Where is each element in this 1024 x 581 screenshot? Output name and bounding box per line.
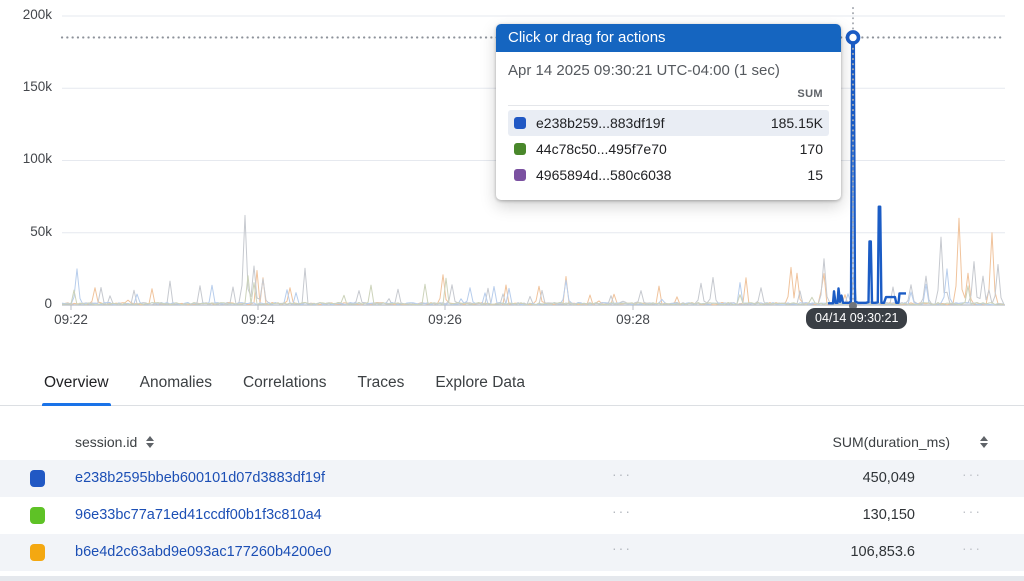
crosshair-time-badge: 04/14 09:30:21 (806, 308, 908, 329)
series-value: 15 (807, 167, 823, 183)
y-axis-tick-label: 0 (44, 296, 52, 311)
timeseries-chart[interactable]: 200k 150k 100k 50k 0 09:22 09:24 09:26 0… (0, 0, 1024, 345)
tooltip-series-row[interactable]: 4965894d...580c6038 15 (508, 162, 829, 188)
next-row-edge (0, 576, 1024, 581)
sum-duration-value: 450,049 (862, 470, 915, 486)
session-id-link[interactable]: e238b2595bbeb600101d07d3883df19f (75, 470, 325, 486)
sort-icon[interactable] (146, 436, 155, 448)
table-row: 96e33bc77a71ed41ccdf00b1f3c810a4 ··· 130… (0, 497, 1024, 534)
row-menu-icon[interactable]: ··· (962, 503, 982, 519)
table-row: e238b2595bbeb600101d07d3883df19f ··· 450… (0, 460, 1024, 497)
sort-icon[interactable] (980, 436, 988, 448)
x-axis-tick-label: 09:22 (54, 312, 88, 327)
x-axis-tick-label: 09:28 (616, 312, 650, 327)
y-axis-tick-label: 150k (22, 79, 52, 94)
row-menu-icon[interactable]: ··· (962, 466, 982, 482)
tooltip-series-row[interactable]: 44c78c50...495f7e70 170 (508, 136, 829, 162)
sum-duration-value: 106,853.6 (850, 544, 915, 560)
y-axis-tick-label: 50k (30, 224, 52, 239)
row-actions-icon[interactable]: ··· (612, 540, 632, 556)
tooltip-aggregation-label: SUM (508, 88, 829, 106)
session-id-link[interactable]: b6e4d2c63abd9e093ac177260b4200e0 (75, 544, 332, 560)
table-header: session.id SUM(duration_ms) (0, 427, 1024, 460)
series-color-swatch (514, 143, 526, 155)
row-actions-icon[interactable]: ··· (612, 466, 632, 482)
row-menu-icon[interactable]: ··· (962, 540, 982, 556)
x-axis-tick-label: 09:26 (428, 312, 462, 327)
series-color-swatch (30, 507, 45, 524)
series-color-swatch (30, 470, 45, 487)
tab-traces[interactable]: Traces (357, 374, 405, 391)
column-header-sum-duration: SUM(duration_ms) (832, 434, 950, 450)
sum-duration-value: 130,150 (862, 507, 915, 523)
series-value: 185.15K (770, 115, 823, 131)
column-header-session-id: session.id (75, 434, 138, 450)
table-row: b6e4d2c63abd9e093ac177260b4200e0 ··· 106… (0, 534, 1024, 571)
series-color-swatch (30, 544, 45, 561)
series-id: 4965894d...580c6038 (536, 167, 672, 183)
series-id: 44c78c50...495f7e70 (536, 141, 667, 157)
chart-tooltip: Click or drag for actions Apr 14 2025 09… (496, 24, 841, 200)
tab-anomalies[interactable]: Anomalies (139, 374, 212, 391)
session-id-link[interactable]: 96e33bc77a71ed41ccdf00b1f3c810a4 (75, 507, 322, 523)
series-value: 170 (799, 141, 823, 157)
tooltip-series-row[interactable]: e238b259...883df19f 185.15K (508, 110, 829, 136)
tooltip-timestamp: Apr 14 2025 09:30:21 UTC-04:00 (1 sec) (508, 62, 780, 79)
tab-correlations[interactable]: Correlations (242, 374, 327, 391)
series-color-swatch (514, 117, 526, 129)
tab-explore-data[interactable]: Explore Data (435, 374, 525, 391)
y-axis-tick-label: 200k (22, 7, 52, 22)
tooltip-body: Apr 14 2025 09:30:21 UTC-04:00 (1 sec) S… (496, 52, 841, 200)
x-axis-tick-label: 09:24 (241, 312, 275, 327)
series-id: e238b259...883df19f (536, 115, 665, 131)
row-actions-icon[interactable]: ··· (612, 503, 632, 519)
tab-overview[interactable]: Overview (42, 363, 111, 406)
series-color-swatch (514, 169, 526, 181)
tab-bar: Overview Anomalies Correlations Traces E… (0, 363, 1024, 406)
y-axis-tick-label: 100k (22, 151, 52, 166)
tooltip-action-hint[interactable]: Click or drag for actions (496, 24, 841, 52)
